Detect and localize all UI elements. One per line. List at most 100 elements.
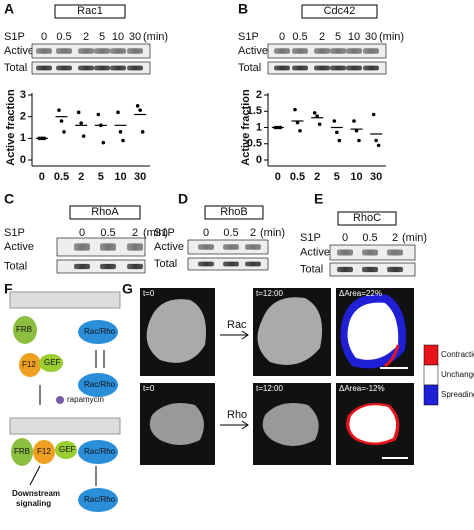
time-label: 30 [129,31,141,43]
label: rapamycin [67,395,104,404]
band [346,65,362,71]
f12 [19,353,41,377]
y-tick-label: 0 [256,154,262,166]
point [317,122,322,127]
band [127,243,143,251]
legend-label: Unchanged [441,370,474,379]
x-tick-label: 10 [114,171,126,183]
band [100,263,116,270]
row-label: Rac [227,319,247,331]
protein: RhoC [353,212,381,224]
row-label: Active [4,241,34,253]
time-label: 5 [335,31,341,43]
x-tick-label: 5 [98,171,104,183]
y-tick-label: 1.5 [247,105,262,117]
unchanged [349,405,397,443]
arrows [29,465,97,486]
protein: RhoA [91,206,119,218]
time-label: 0.5 [100,227,115,239]
band [274,48,290,54]
band [74,263,90,270]
x-tick-label: 0.5 [54,171,69,183]
band [110,65,126,71]
label: signaling [16,499,51,508]
unit: (min) [143,31,168,43]
panel-label: A [4,1,14,17]
header-box [69,205,141,220]
y-axis-label: Active fraction [5,89,17,166]
band [56,65,72,71]
band [314,48,330,54]
point [116,110,120,115]
time-label: 0.5 [223,227,238,239]
point [374,138,378,143]
point [140,130,145,134]
y-tick-label: 2 [256,89,262,101]
band [223,261,239,267]
label: Rac/Rho [84,495,116,504]
label: Rac/Rho [84,327,116,336]
point [57,108,61,112]
time-label: 0.5 [56,31,71,43]
point [293,107,297,112]
time-label: 10 [112,31,124,43]
label: Rac/Rho [84,447,116,456]
band [36,65,52,71]
rac-rho [78,488,118,512]
arrows [220,334,247,426]
band [387,266,403,273]
area-label: ΔArea=22% [339,289,382,298]
legend-label: Contraction [441,350,474,359]
label: F12 [37,447,51,456]
band [110,48,126,54]
row-label: Total [154,258,177,270]
y-tick-label: 2 [20,111,26,123]
unit: (min) [260,227,285,239]
band [78,48,94,54]
point [76,110,81,115]
arrows [95,350,105,368]
row-label: Total [4,62,27,74]
band [362,266,378,273]
time-label: 30 [365,31,377,43]
point [332,119,337,123]
band [274,65,290,71]
rac-rho [78,373,118,397]
time-label: 0 [41,31,47,43]
time-label: 2 [250,227,256,239]
label: Downstream [12,489,60,498]
label: Rac/Rho [84,380,116,389]
panel-label: D [178,191,188,207]
rac-rho [78,440,118,464]
panel-label: C [4,191,14,207]
label: GEF [44,358,61,367]
time-label: 10 [348,31,360,43]
band [127,65,143,71]
label: FRB [16,325,32,334]
band [292,65,308,71]
point [62,130,66,134]
band [330,65,346,71]
x-tick-label: 2 [78,171,84,183]
row-label: Active [300,246,330,258]
band [330,48,346,54]
y-tick-label: 1 [20,132,26,144]
x-tick-label: 0 [39,171,45,183]
point [335,130,339,135]
unit: (min) [402,232,427,244]
panel-label: B [238,1,248,17]
point [371,112,376,117]
cell [262,402,319,446]
band [198,261,214,267]
point [354,128,359,133]
row-label: Active [4,45,34,57]
band [363,65,379,71]
point [96,112,101,117]
point [81,134,86,138]
legend-swatch [423,344,439,366]
band [387,249,403,256]
gef [39,354,63,372]
time-label: 0 [79,227,85,239]
frb [13,316,37,344]
